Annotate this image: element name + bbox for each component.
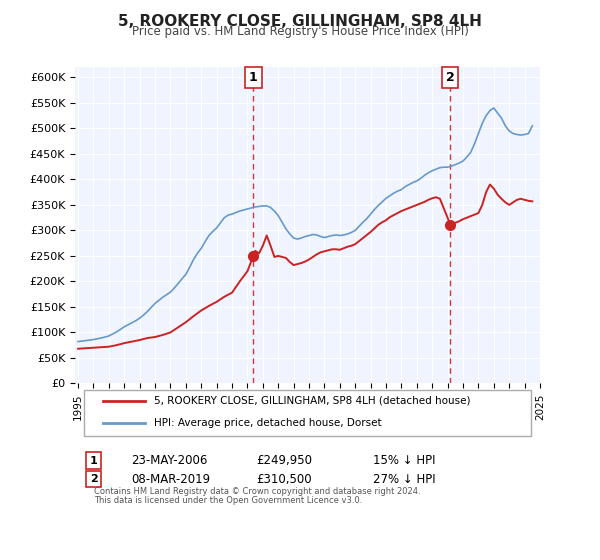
Text: 1: 1 (90, 456, 97, 466)
Text: This data is licensed under the Open Government Licence v3.0.: This data is licensed under the Open Gov… (94, 496, 362, 505)
Text: Contains HM Land Registry data © Crown copyright and database right 2024.: Contains HM Land Registry data © Crown c… (94, 487, 420, 496)
FancyBboxPatch shape (84, 390, 531, 436)
Text: 1: 1 (249, 71, 258, 84)
Text: 2: 2 (90, 474, 97, 484)
Text: 5, ROOKERY CLOSE, GILLINGHAM, SP8 4LH (detached house): 5, ROOKERY CLOSE, GILLINGHAM, SP8 4LH (d… (154, 396, 470, 405)
Text: 08-MAR-2019: 08-MAR-2019 (131, 473, 210, 486)
Text: £249,950: £249,950 (256, 454, 313, 467)
Text: 27% ↓ HPI: 27% ↓ HPI (373, 473, 435, 486)
Text: 5, ROOKERY CLOSE, GILLINGHAM, SP8 4LH: 5, ROOKERY CLOSE, GILLINGHAM, SP8 4LH (118, 14, 482, 29)
Text: 2: 2 (446, 71, 455, 84)
Text: 15% ↓ HPI: 15% ↓ HPI (373, 454, 435, 467)
Text: £310,500: £310,500 (256, 473, 312, 486)
Text: HPI: Average price, detached house, Dorset: HPI: Average price, detached house, Dors… (154, 418, 382, 428)
Text: 23-MAY-2006: 23-MAY-2006 (131, 454, 207, 467)
Text: Price paid vs. HM Land Registry's House Price Index (HPI): Price paid vs. HM Land Registry's House … (131, 25, 469, 38)
